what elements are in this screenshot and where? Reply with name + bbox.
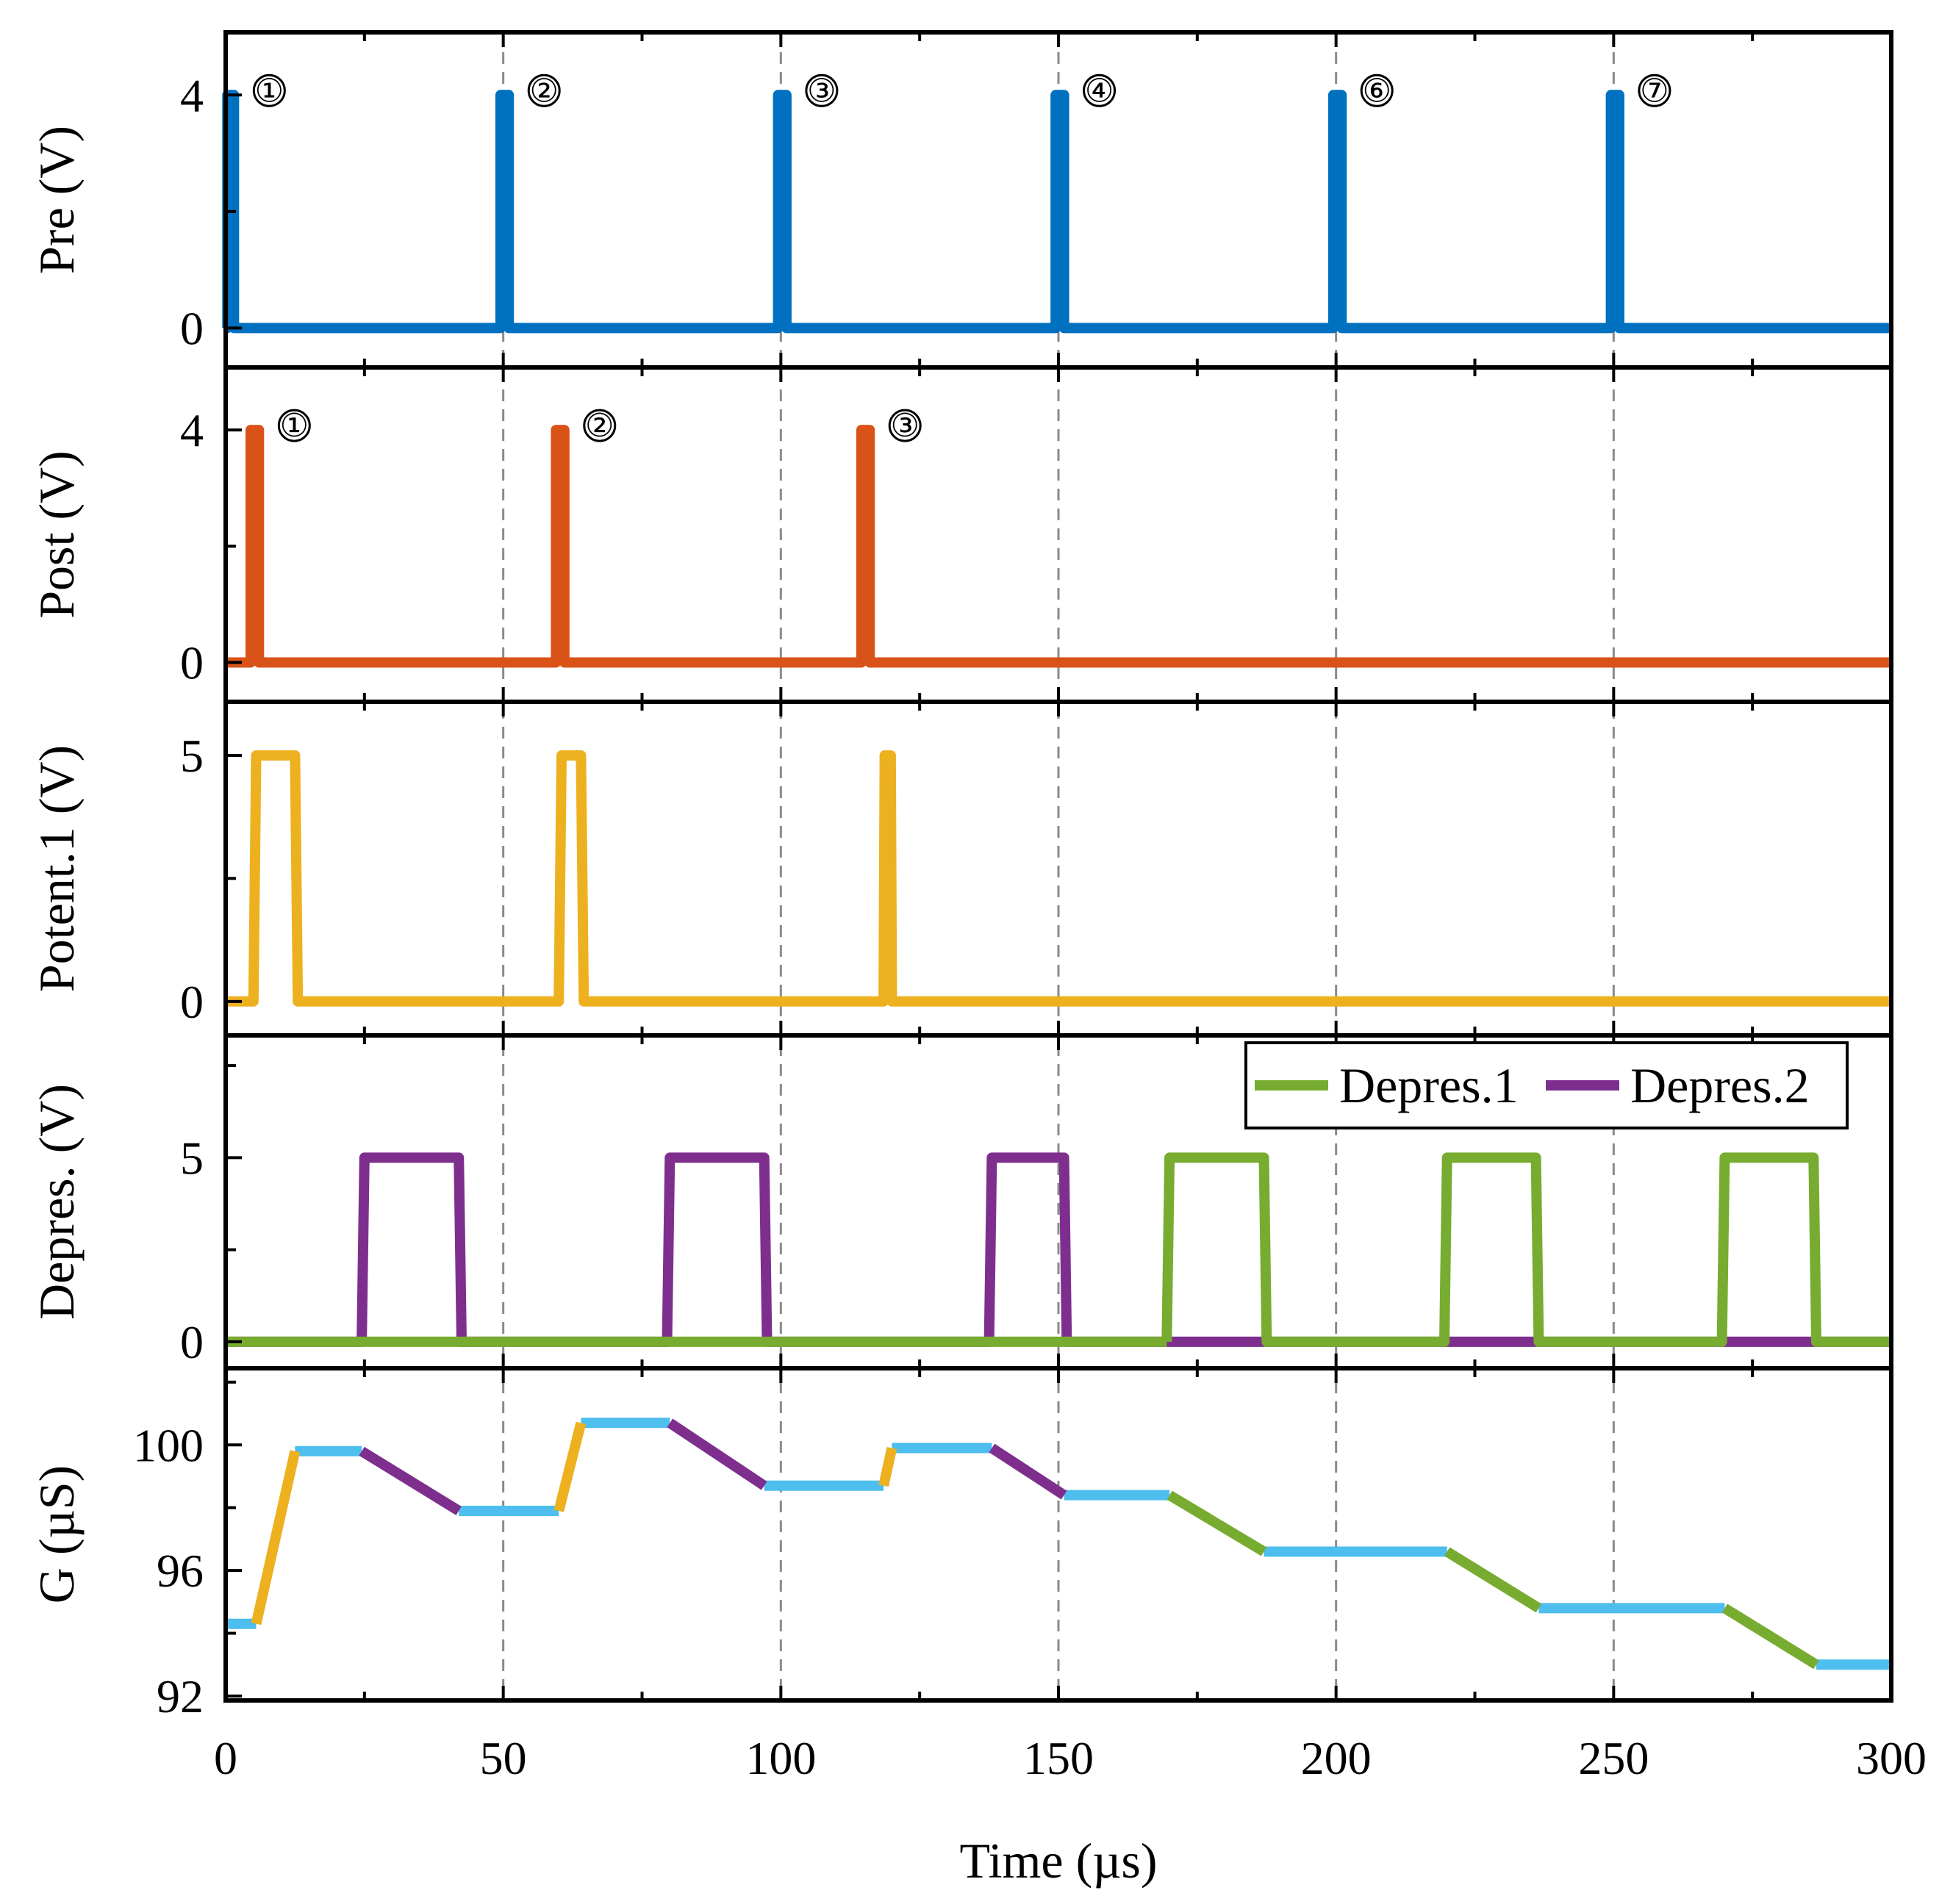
- xtick-label-50: 50: [480, 1732, 527, 1784]
- xtick-label-0: 0: [214, 1732, 237, 1784]
- ylabel-depres: Depres. (V): [29, 1084, 85, 1320]
- series-g-g-depres2-2: [989, 1443, 1067, 1500]
- marker-circle-pre-4: [1360, 73, 1394, 107]
- series-depres-depres-1-1: [1161, 1152, 1891, 1347]
- tick-layer: [224, 32, 1893, 1700]
- ytick-label-post-4: 4: [180, 404, 204, 456]
- legend-label-depres-1: Depres.1: [1339, 1057, 1519, 1113]
- ylabel-g: G (µS): [29, 1465, 85, 1603]
- ytick-label-g-100: 100: [133, 1419, 204, 1471]
- marker-label-pre-0: ①: [255, 72, 284, 109]
- series-depres-depres-2-0: [226, 1152, 1891, 1347]
- ytick-label-depres-0: 0: [180, 1316, 204, 1368]
- marker-circle-pre-0: [252, 73, 286, 107]
- series-g-g-depres1-0: [1167, 1490, 1267, 1556]
- ytick-label-potent-0: 0: [180, 976, 204, 1028]
- series-g-g-potent-2: [878, 1446, 897, 1487]
- marker-label-pre-1: ②: [529, 72, 558, 109]
- marker-label-post-1: ②: [585, 407, 614, 445]
- xtick-label-100: 100: [745, 1732, 816, 1784]
- ylabel-pre: Pre (V): [29, 126, 85, 274]
- xtick-label-300: 300: [1856, 1732, 1927, 1784]
- series-g-g-potent-1: [553, 1421, 587, 1512]
- series-g-g-depres1-2: [1721, 1603, 1819, 1670]
- marker-label-pre-2: ③: [807, 72, 836, 109]
- legend: Depres.1 Depres.2: [1244, 1041, 1849, 1129]
- series-g-g-depres2-0: [359, 1446, 462, 1515]
- ylabel-post: Post (V): [29, 450, 85, 619]
- ytick-label-pre-4: 4: [180, 69, 204, 121]
- xtick-label-250: 250: [1578, 1732, 1649, 1784]
- marker-label-post-2: ③: [890, 407, 919, 445]
- text-layer: ① ② ③ ④ ⑥ ⑦ 0 4 Pre (V) ① ② ③ 0 4 Post (V) 0 5 Potent.1 (…: [29, 69, 1927, 1889]
- xtick-label-150: 150: [1023, 1732, 1094, 1784]
- marker-circle-pre-1: [527, 73, 561, 107]
- ylabel-potent: Potent.1 (V): [29, 745, 85, 992]
- ytick-label-post-0: 0: [180, 637, 204, 689]
- ytick-label-potent-5: 5: [180, 730, 204, 782]
- ytick-label-g-92: 92: [157, 1670, 204, 1722]
- x-axis-title: Time (µs): [959, 1833, 1157, 1889]
- ytick-label-depres-5: 5: [180, 1132, 204, 1184]
- marker-label-pre-3: ④: [1085, 72, 1114, 109]
- legend-label-depres-2: Depres.2: [1630, 1057, 1810, 1113]
- marker-circle-pre-2: [805, 73, 839, 107]
- series-g-g-potent-0: [251, 1450, 301, 1625]
- ytick-label-g-96: 96: [157, 1545, 204, 1597]
- series-layer: [222, 90, 1891, 1670]
- marker-circle-pre-5: [1638, 73, 1671, 107]
- series-g-g-depres2-1: [667, 1418, 767, 1490]
- series-g-g-depres1-1: [1444, 1547, 1542, 1613]
- ytick-label-pre-0: 0: [180, 302, 204, 354]
- marker-label-pre-5: ⑦: [1640, 72, 1669, 109]
- series-post-post-0: [226, 425, 1891, 668]
- series-pre-pre-0: [222, 90, 1891, 334]
- xtick-label-200: 200: [1301, 1732, 1372, 1784]
- marker-circle-post-0: [277, 409, 311, 442]
- marker-label-post-0: ①: [280, 407, 309, 445]
- marker-circle-pre-3: [1083, 73, 1117, 107]
- marker-circle-post-1: [583, 409, 617, 442]
- marker-circle-post-2: [888, 409, 922, 442]
- marker-label-pre-4: ⑥: [1362, 72, 1391, 109]
- series-potent-potent-1-0: [226, 750, 1891, 1007]
